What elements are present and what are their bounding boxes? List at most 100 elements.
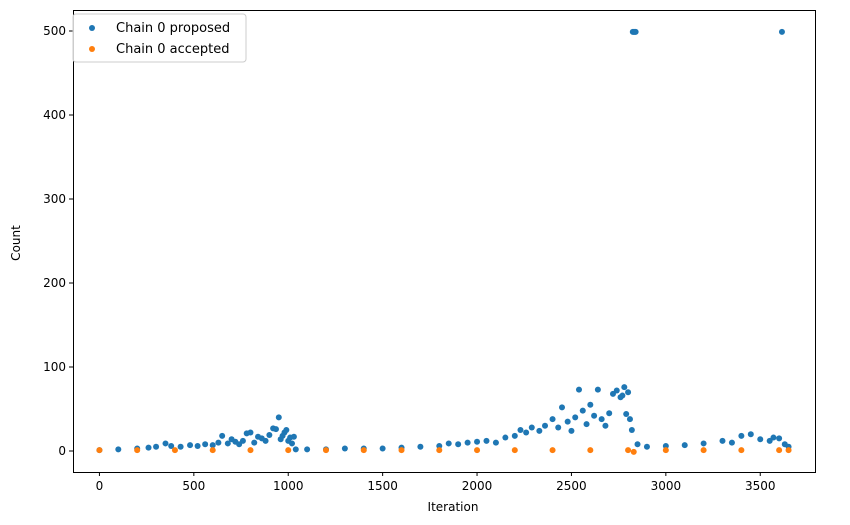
data-point	[436, 447, 443, 454]
data-point	[134, 447, 141, 454]
y-tick-label: 100	[43, 360, 66, 374]
data-point	[623, 411, 630, 418]
y-tick-label: 500	[43, 24, 66, 38]
data-point	[96, 447, 103, 454]
data-point	[613, 387, 620, 394]
data-point	[464, 439, 471, 446]
data-point	[621, 384, 628, 391]
data-point	[115, 446, 122, 453]
data-point	[564, 418, 571, 425]
legend-label-accepted: Chain 0 accepted	[116, 42, 230, 57]
data-point	[474, 438, 481, 445]
data-point	[770, 434, 777, 441]
data-point	[572, 414, 579, 421]
data-point	[591, 412, 598, 419]
data-point	[194, 442, 201, 449]
data-point	[619, 392, 626, 399]
data-point	[511, 447, 518, 454]
data-point	[700, 440, 707, 447]
x-tick-label: 0	[96, 479, 104, 493]
data-point	[266, 432, 273, 439]
data-point	[417, 443, 424, 450]
data-point	[643, 443, 650, 450]
x-tick-label: 1000	[273, 479, 304, 493]
data-point	[587, 401, 594, 408]
data-point	[290, 433, 297, 440]
data-point	[549, 416, 556, 423]
data-point	[738, 447, 745, 454]
data-point	[738, 432, 745, 439]
data-point	[549, 447, 556, 454]
data-point	[283, 427, 290, 433]
data-point	[474, 447, 481, 454]
data-point	[341, 445, 348, 452]
data-point	[483, 437, 490, 444]
data-point	[630, 448, 637, 455]
data-point	[719, 437, 726, 444]
legend-box	[72, 13, 247, 63]
data-point	[251, 439, 258, 446]
data-point	[700, 447, 707, 454]
data-point	[239, 437, 246, 444]
data-point	[778, 28, 785, 35]
data-point	[275, 414, 282, 421]
data-point	[662, 447, 669, 454]
data-point	[304, 446, 311, 453]
series-layer	[96, 28, 792, 455]
data-point	[517, 427, 524, 433]
data-point	[247, 429, 254, 436]
data-point	[177, 443, 184, 450]
x-tick-label: 3500	[745, 479, 776, 493]
data-point	[681, 442, 688, 449]
data-point	[776, 435, 783, 442]
x-axis-label: Iteration	[428, 500, 479, 514]
data-point	[559, 404, 565, 411]
data-point	[162, 440, 169, 447]
data-point	[215, 439, 222, 446]
data-point	[528, 424, 535, 431]
data-point	[171, 447, 178, 454]
legend-marker-proposed	[89, 25, 95, 31]
data-point	[598, 416, 605, 423]
data-point	[583, 421, 590, 428]
data-point	[523, 429, 530, 436]
x-axis: 0 500 1000 1500 2000 2500 3000 3500	[96, 472, 776, 493]
y-axis-label: Count	[9, 225, 23, 261]
data-point	[555, 424, 562, 431]
plot-frame	[73, 10, 816, 473]
data-point	[575, 386, 582, 393]
y-tick-label: 400	[43, 108, 66, 122]
series-1	[96, 447, 792, 455]
data-point	[625, 447, 632, 454]
data-point	[145, 444, 152, 451]
data-point	[634, 441, 641, 448]
data-point	[662, 442, 669, 449]
data-point	[785, 447, 792, 454]
data-point	[289, 440, 296, 447]
y-axis: 0 100 200 300 400 500	[43, 24, 73, 458]
data-point	[587, 447, 594, 454]
data-point	[626, 416, 633, 423]
data-point	[455, 441, 462, 448]
data-point	[536, 427, 543, 434]
data-point	[209, 442, 216, 449]
data-point	[757, 436, 764, 443]
data-point	[602, 422, 609, 429]
data-point	[224, 440, 231, 447]
data-point	[379, 445, 386, 452]
x-tick-label: 2000	[462, 479, 493, 493]
legend-label-proposed: Chain 0 proposed	[116, 21, 230, 36]
data-point	[511, 432, 518, 439]
data-point	[776, 447, 783, 454]
data-point	[168, 442, 175, 449]
data-point	[360, 447, 367, 454]
data-point	[209, 447, 216, 454]
data-point	[272, 426, 279, 433]
data-point	[153, 443, 160, 450]
data-point	[187, 442, 194, 449]
data-point	[728, 439, 735, 446]
data-point	[625, 389, 632, 396]
data-point	[219, 432, 226, 439]
legend-marker-accepted	[89, 46, 95, 52]
